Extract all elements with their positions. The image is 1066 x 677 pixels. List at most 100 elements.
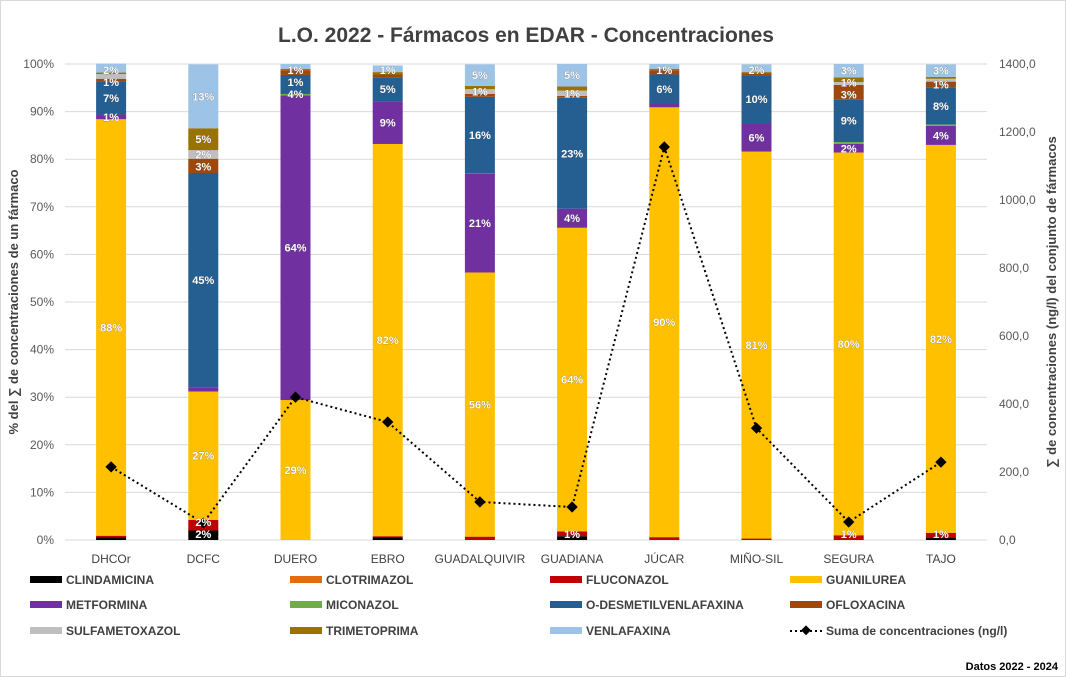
data-label: 64% [284, 243, 306, 255]
sum-marker [750, 422, 763, 434]
bar-segment [557, 208, 588, 228]
data-label: 23% [561, 148, 583, 160]
bar-segment [464, 89, 495, 94]
bar-segment [557, 97, 588, 209]
bar-segment [280, 93, 311, 96]
bar-segment [833, 99, 864, 143]
sum-marker [935, 456, 947, 468]
bar-segment [372, 536, 403, 538]
bar-segment [280, 400, 311, 540]
y-tick-label: 60% [30, 247, 54, 261]
bar-segment [188, 128, 219, 151]
data-label: 81% [745, 340, 767, 352]
bar-segment [464, 536, 495, 540]
bar-segment [372, 72, 403, 75]
bar-segment [557, 95, 588, 98]
data-label: 27% [192, 451, 214, 463]
bar-segment [188, 158, 219, 174]
legend-label: GUANILUREA [826, 573, 906, 587]
y2-tick-label: 0,0 [999, 533, 1016, 547]
bar-segment [96, 73, 127, 79]
bar-segment [741, 123, 772, 152]
legend-swatch [290, 576, 322, 583]
data-label: 80% [838, 339, 860, 351]
bar-segment [280, 95, 311, 401]
data-label: 2% [749, 65, 765, 77]
data-label: 2% [841, 143, 857, 155]
bar-segment [741, 73, 772, 76]
bar-segment [741, 64, 772, 73]
bar-segment [372, 74, 403, 78]
y2-tick-label: 1200,0 [999, 125, 1036, 139]
data-label: 1% [564, 88, 580, 100]
bar-segment [925, 537, 956, 540]
data-label: 82% [930, 334, 952, 346]
sum-marker [382, 416, 394, 428]
bar-segment [464, 272, 495, 537]
data-label: 1% [380, 65, 396, 77]
y2-tick-label: 400,0 [999, 397, 1029, 411]
data-label: 29% [284, 465, 306, 477]
data-label: 64% [561, 375, 583, 387]
bar-segment [96, 72, 127, 74]
bar-segment [96, 535, 127, 538]
x-tick-label: MIÑO-SIL [730, 552, 784, 566]
bar-segment [649, 64, 680, 69]
x-tick-label: GUADIANA [541, 552, 604, 566]
legend-swatch [550, 576, 582, 583]
data-label: 1% [933, 529, 949, 541]
y-tick-label: 40% [30, 343, 54, 357]
x-tick-label: JÚCAR [644, 551, 684, 566]
data-label: 1% [472, 87, 488, 99]
data-label: 1% [288, 65, 304, 77]
data-label: 16% [469, 130, 491, 142]
bar-segment [280, 70, 311, 75]
y2-tick-label: 1400,0 [999, 57, 1036, 71]
bar-segment [280, 64, 311, 69]
y2-tick-label: 600,0 [999, 329, 1029, 343]
bar-segment [557, 86, 588, 91]
y-tick-label: 20% [30, 438, 54, 452]
bar-segment [188, 530, 219, 540]
data-label: 45% [192, 275, 214, 287]
bar-segment [925, 124, 956, 126]
bar-segment [464, 64, 495, 86]
bar-segment [464, 96, 495, 174]
bar-segment [925, 81, 956, 88]
bar-segment [372, 65, 403, 73]
bar-segment [741, 72, 772, 74]
x-tick-label: DCFC [187, 552, 221, 566]
legend-swatch [550, 627, 582, 634]
legend-swatch [550, 601, 582, 608]
legend-swatch [290, 601, 322, 608]
bar-segment [741, 151, 772, 539]
sum-marker [197, 517, 209, 529]
data-label: 6% [749, 132, 765, 144]
bar-segment [925, 78, 956, 82]
data-label: 1% [103, 77, 119, 89]
bar-segment [372, 101, 403, 144]
data-label: 21% [469, 218, 491, 230]
legend-label: Suma de concentraciones (ng/l) [826, 624, 1007, 638]
bar-segment [649, 68, 680, 71]
x-tick-label: EBRO [371, 552, 405, 566]
bar-segment [833, 142, 864, 144]
legend-label: OFLOXACINA [826, 598, 906, 612]
bar-segment [649, 107, 680, 538]
legend-label: O-DESMETILVENLAFAXINA [586, 598, 744, 612]
bar-segment [649, 537, 680, 540]
bar-segment [925, 76, 956, 79]
y-tick-label: 50% [30, 295, 54, 309]
bar-segment [280, 68, 311, 71]
data-label: 4% [933, 130, 949, 142]
legend-swatch [30, 576, 62, 583]
bar-segment [557, 227, 588, 532]
data-label: 5% [472, 70, 488, 82]
data-label: 1% [564, 529, 580, 541]
legend-swatch [290, 627, 322, 634]
bar-segment [833, 82, 864, 85]
bar-segment [557, 536, 588, 540]
data-label: 1% [656, 65, 672, 77]
bar-segment [925, 532, 956, 538]
